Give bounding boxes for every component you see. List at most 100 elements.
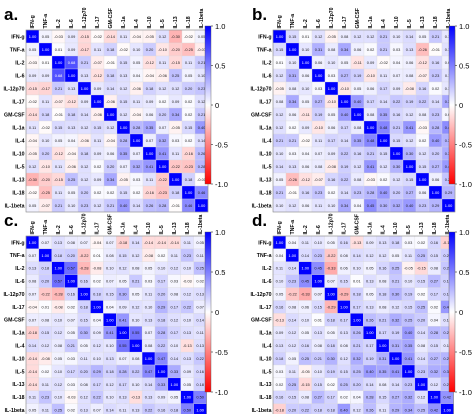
cell-value-label: 0.20 xyxy=(107,164,115,169)
cell-value-label: 0.07 xyxy=(29,253,37,258)
cell-value-label: 0.07 xyxy=(145,330,153,335)
cell-value-label: 0.06 xyxy=(302,203,310,208)
cell-value-label: 0.04 xyxy=(93,317,101,322)
cell-value-label: 0.13 xyxy=(120,73,128,78)
cell-value-label: 0.11 xyxy=(55,164,62,169)
cell-value-label: 0.16 xyxy=(419,86,427,91)
cell-value-label: -0.22 xyxy=(171,164,180,169)
cell-value-label: 0.01 xyxy=(55,47,63,52)
cell-value-label: 0.22 xyxy=(443,266,451,271)
cell-value-label: 1.00 xyxy=(353,317,361,322)
cell-value-label: 0.10 xyxy=(133,47,141,52)
cell-value-label: 1.00 xyxy=(340,304,348,309)
cell-value-label: 0.40 xyxy=(354,99,362,104)
row-label: IL-2 xyxy=(15,266,24,272)
row-label: IL-2 xyxy=(15,60,24,66)
row-label: IL-6 xyxy=(262,279,271,285)
cell-value-label: 0.28 xyxy=(159,203,167,208)
cell-value-label: -0.02 xyxy=(28,99,37,104)
row-label: IL-4 xyxy=(262,343,271,349)
cell-value-label: 1.00 xyxy=(405,369,413,374)
cell-value-label: -0.02 xyxy=(379,60,388,65)
cell-value-label: 0.20 xyxy=(42,279,50,284)
cell-value-label: 0.22 xyxy=(93,395,101,400)
cell-value-label: 0.02 xyxy=(418,240,426,245)
cell-value-label: 0.05 xyxy=(183,382,191,387)
cell-value-label: 1.00 xyxy=(107,112,115,117)
cell-value-label: 0.15 xyxy=(340,279,348,284)
cell-value-label: -0.26 xyxy=(418,47,427,52)
row-label: IL-13 xyxy=(12,382,24,388)
cell-value-label: 0.21 xyxy=(379,317,387,322)
cell-value-label: 0.05 xyxy=(29,203,37,208)
cell-value-label: 0.10 xyxy=(158,266,166,271)
cell-value-label: 0.17 xyxy=(328,138,336,143)
cell-value-label: 0.11 xyxy=(146,177,153,182)
cell-value-label: 0.13 xyxy=(81,73,89,78)
cell-value-label: 0.26 xyxy=(198,151,206,156)
row-label: IL-13 xyxy=(259,382,271,388)
cell-value-label: -0.14 xyxy=(28,382,38,387)
cell-value-label: 0.12 xyxy=(340,356,348,361)
cell-value-label: -0.03 xyxy=(67,395,76,400)
colorbar-tick-label: 1.0 xyxy=(459,228,469,237)
cell-value-label: 0.08 xyxy=(289,86,297,91)
cell-value-label: 0.14 xyxy=(341,190,349,195)
cell-value-label: 0.10 xyxy=(183,317,191,322)
cell-value-label: -0.15 xyxy=(301,382,310,387)
cell-value-label: -0.12 xyxy=(145,60,154,65)
cell-value-label: 0.12 xyxy=(392,304,400,309)
cell-value-label: 0.10 xyxy=(314,369,322,374)
cell-value-label: 0.11 xyxy=(119,408,126,413)
cell-value-label: 0.11 xyxy=(315,203,322,208)
cell-value-label: 0.05 xyxy=(171,395,179,400)
cell-value-label: -0.06 xyxy=(80,138,89,143)
cell-value-label: -0.05 xyxy=(275,86,284,91)
cell-value-label: 0.12 xyxy=(406,112,414,117)
cell-value-label: 0.26 xyxy=(443,330,451,335)
cell-value-label: 0.12 xyxy=(367,34,375,39)
cell-value-label: 1.00 xyxy=(301,266,309,271)
cell-value-label: 1.00 xyxy=(120,125,128,130)
cell-value-label: 0.14 xyxy=(406,34,414,39)
cell-value-label: 0.13 xyxy=(196,343,204,348)
cell-value-label: 0.35 xyxy=(120,151,128,156)
cell-value-label: 0.11 xyxy=(94,138,101,143)
cell-value-label: 0.05 xyxy=(67,330,75,335)
cell-value-label: 0.27 xyxy=(314,395,322,400)
cell-value-label: -0.07 xyxy=(54,99,63,104)
cell-value-label: 0.08 xyxy=(67,240,75,245)
column-label: IL-10 xyxy=(394,16,400,28)
column-label: IL-5 xyxy=(406,225,412,234)
cell-value-label: 0.15 xyxy=(120,60,128,65)
cell-value-label: 0.06 xyxy=(146,112,154,117)
column-label: GM-CSF xyxy=(355,8,361,28)
cell-value-label: 0.40 xyxy=(380,190,388,195)
cell-value-label: 0.21 xyxy=(393,125,401,130)
column-label: IL-1beta xyxy=(445,214,451,234)
row-label: IL-4 xyxy=(262,138,271,144)
cell-value-label: 0.23 xyxy=(198,86,206,91)
cell-value-label: 0.55 xyxy=(132,330,140,335)
row-label: IL-1a xyxy=(259,125,271,131)
cell-value-label: 0.14 xyxy=(106,408,114,413)
cell-value-label: 0.20 xyxy=(159,112,167,117)
cell-value-label: 0.17 xyxy=(327,395,335,400)
cell-value-label: 0.19 xyxy=(315,112,323,117)
cell-value-label: 0.25 xyxy=(340,382,348,387)
cell-value-label: 0.12 xyxy=(81,177,89,182)
cell-value-label: 0.25 xyxy=(418,304,426,309)
cell-value-label: 0.25 xyxy=(68,177,76,182)
cell-value-label: 0.10 xyxy=(145,304,153,309)
cell-value-label: 0.17 xyxy=(366,343,374,348)
colorbar-tick-label: 0.5 xyxy=(215,62,225,71)
cell-value-label: 0.05 xyxy=(68,190,76,195)
cell-value-label: 1.00 xyxy=(198,203,206,208)
cell-value-label: -0.03 xyxy=(366,177,375,182)
row-label: IL-12p70 xyxy=(250,86,271,92)
row-label: IL-5 xyxy=(262,164,271,170)
row-label: TNF-a xyxy=(10,47,25,53)
cell-value-label: 0.06 xyxy=(445,60,453,65)
cell-value-label: 0.34 xyxy=(172,112,180,117)
cell-value-label: 0.04 xyxy=(430,317,438,322)
